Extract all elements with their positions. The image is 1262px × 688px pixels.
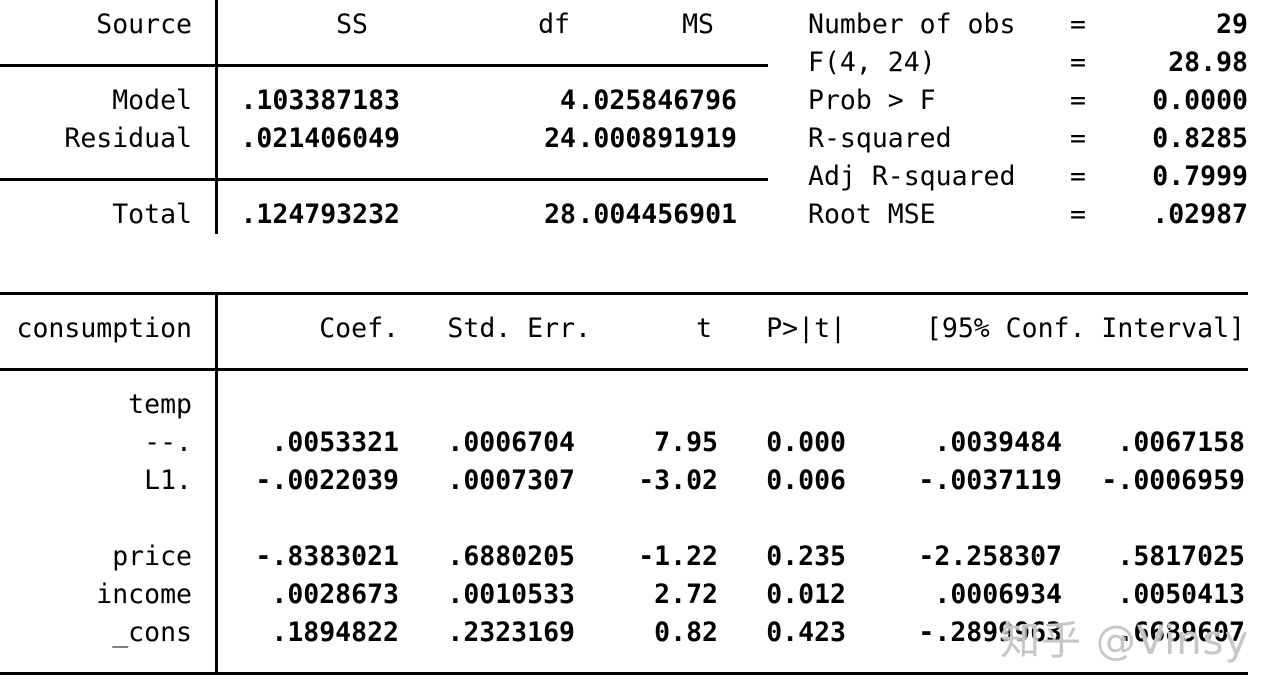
anova-total-ss: .124793232 xyxy=(240,199,400,230)
stat-label-number-of-obs: Number of obs xyxy=(808,9,1016,40)
coef-value: .0028673 xyxy=(271,579,399,610)
coef-header-coef: Coef. xyxy=(319,313,399,344)
ci-high-value: .0067158 xyxy=(1117,427,1245,458)
zhihu-watermark: 知乎 @Vinsy xyxy=(1000,618,1250,664)
stat-value-f: 28.98 xyxy=(1168,47,1248,78)
anova-header-source: Source xyxy=(96,9,192,40)
p-value: 0.000 xyxy=(766,427,846,458)
stat-value-prob-f: 0.0000 xyxy=(1152,85,1248,116)
p-value: 0.012 xyxy=(766,579,846,610)
stat-label-root-mse: Root MSE xyxy=(808,199,936,230)
ci-high-value: .5817025 xyxy=(1117,541,1245,572)
equals-sign: = xyxy=(1070,199,1086,230)
coef-var-label: temp xyxy=(128,389,192,420)
anova-row-label: Total xyxy=(112,199,192,230)
coef-header-row: consumption Coef. Std. Err. t P>|t| [95%… xyxy=(0,310,1262,348)
stat-label-f: F(4, 24) xyxy=(808,47,936,78)
anova-row-model: Model .103387183 4 .025846796 Prob > F =… xyxy=(0,82,1262,120)
coef-row-temp-current: --. .0053321 .0006704 7.95 0.000 .003948… xyxy=(0,424,1262,462)
t-value: 0.82 xyxy=(654,617,718,648)
ci-high-value: -.0006959 xyxy=(1101,465,1245,496)
ci-low-value: .0006934 xyxy=(934,579,1062,610)
coef-table-vertical-rule xyxy=(215,292,218,675)
anova-row-label: Model xyxy=(112,85,192,116)
coef-header-t: t xyxy=(696,313,712,344)
anova-row-total: Total .124793232 28 .004456901 Root MSE … xyxy=(0,196,1262,234)
t-value: -1.22 xyxy=(638,541,718,572)
equals-sign: = xyxy=(1070,161,1086,192)
anova-header-ss: SS xyxy=(336,9,368,40)
anova-model-df: 4 xyxy=(560,85,576,116)
std-err-value: .0010533 xyxy=(447,579,575,610)
coef-var-label: _cons xyxy=(112,617,192,648)
stat-value-number-of-obs: 29 xyxy=(1216,9,1248,40)
anova-model-ms: .025846796 xyxy=(577,85,737,116)
stat-row-f: F(4, 24) = 28.98 xyxy=(0,44,1262,82)
std-err-value: .0007307 xyxy=(447,465,575,496)
stat-row-adj-r-squared: Adj R-squared = 0.7999 xyxy=(0,158,1262,196)
ci-low-value: -.2899963 xyxy=(918,617,1062,648)
coef-header-depvar: consumption xyxy=(16,313,193,344)
equals-sign: = xyxy=(1070,123,1086,154)
coef-header-ci: [95% Conf. Interval] xyxy=(925,313,1245,344)
anova-model-ss: .103387183 xyxy=(240,85,400,116)
t-value: 7.95 xyxy=(654,427,718,458)
coef-row-income: income .0028673 .0010533 2.72 0.012 .000… xyxy=(0,576,1262,614)
stat-label-prob-f: Prob > F xyxy=(808,85,936,116)
stat-value-adj-r-squared: 0.7999 xyxy=(1152,161,1248,192)
anova-residual-ss: .021406049 xyxy=(240,123,400,154)
coef-var-label: --. xyxy=(144,427,192,458)
anova-residual-df: 24 xyxy=(544,123,576,154)
anova-header-df: df xyxy=(538,9,570,40)
std-err-value: .2323169 xyxy=(447,617,575,648)
equals-sign: = xyxy=(1070,47,1086,78)
anova-header-ms: MS xyxy=(682,9,714,40)
coef-var-label: income xyxy=(96,579,192,610)
coef-var-label: L1. xyxy=(144,465,192,496)
coef-row-temp-l1: L1. -.0022039 .0007307 -3.02 0.006 -.003… xyxy=(0,462,1262,500)
anova-vertical-rule xyxy=(215,0,218,234)
anova-residual-ms: .000891919 xyxy=(577,123,737,154)
stat-label-r-squared: R-squared xyxy=(808,123,952,154)
ci-low-value: -2.258307 xyxy=(918,541,1062,572)
coef-table-header-rule xyxy=(0,368,1248,371)
p-value: 0.235 xyxy=(766,541,846,572)
t-value: 2.72 xyxy=(654,579,718,610)
coef-value: -.8383021 xyxy=(255,541,399,572)
anova-divider-top xyxy=(0,64,768,67)
equals-sign: = xyxy=(1070,85,1086,116)
stat-value-r-squared: 0.8285 xyxy=(1152,123,1248,154)
ci-low-value: -.0037119 xyxy=(918,465,1062,496)
anova-total-ms: .004456901 xyxy=(577,199,737,230)
coef-value: .0053321 xyxy=(271,427,399,458)
equals-sign: = xyxy=(1070,9,1086,40)
coef-value: -.0022039 xyxy=(255,465,399,496)
p-value: 0.423 xyxy=(766,617,846,648)
coef-table-bottom-rule xyxy=(0,672,1248,675)
ci-low-value: .0039484 xyxy=(934,427,1062,458)
coef-header-p: P>|t| xyxy=(766,313,846,344)
anova-total-df: 28 xyxy=(544,199,576,230)
coef-row-price: price -.8383021 .6880205 -1.22 0.235 -2.… xyxy=(0,538,1262,576)
coef-var-label: price xyxy=(112,541,192,572)
ci-high-value: .0050413 xyxy=(1117,579,1245,610)
coef-row-cons: _cons .1894822 .2323169 0.82 0.423 -.289… xyxy=(0,614,1262,652)
coef-value: .1894822 xyxy=(271,617,399,648)
t-value: -3.02 xyxy=(638,465,718,496)
coef-header-std-err: Std. Err. xyxy=(447,313,591,344)
anova-header-row: Source SS df MS Number of obs = 29 xyxy=(0,6,1262,44)
anova-row-label: Residual xyxy=(64,123,192,154)
anova-row-residual: Residual .021406049 24 .000891919 R-squa… xyxy=(0,120,1262,158)
stat-value-root-mse: .02987 xyxy=(1152,199,1248,230)
coef-row-temp: temp xyxy=(0,386,1262,424)
std-err-value: .0006704 xyxy=(447,427,575,458)
stat-label-adj-r-squared: Adj R-squared xyxy=(808,161,1016,192)
anova-divider-total xyxy=(0,178,768,181)
std-err-value: .6880205 xyxy=(447,541,575,572)
p-value: 0.006 xyxy=(766,465,846,496)
coef-table-top-rule xyxy=(0,292,1248,295)
ci-high-value: .6689607 xyxy=(1117,617,1245,648)
